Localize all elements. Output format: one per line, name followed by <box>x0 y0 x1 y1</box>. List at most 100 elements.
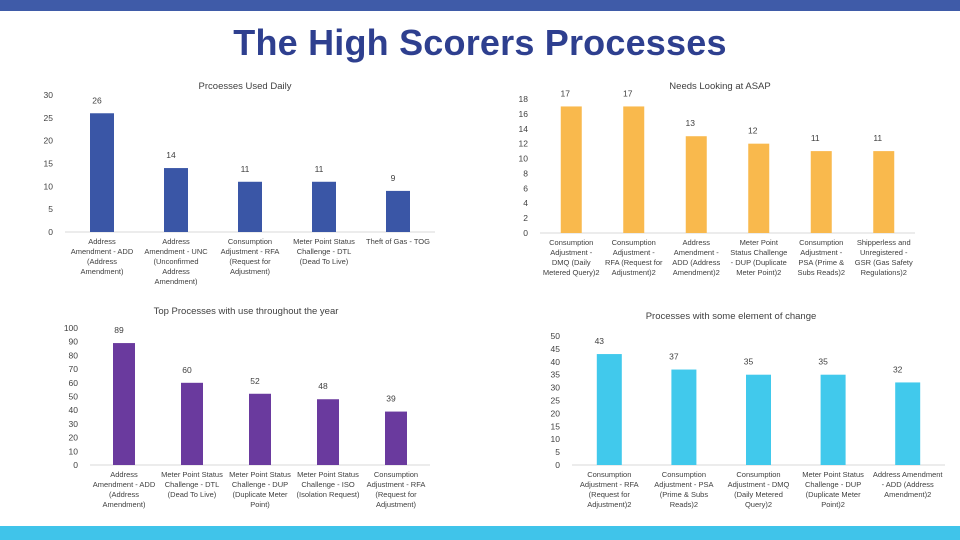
y-tick-label: 10 <box>44 181 54 191</box>
y-tick-label: 50 <box>551 331 561 341</box>
y-tick-label: 15 <box>551 421 561 431</box>
page-title: The High Scorers Processes <box>233 22 727 63</box>
y-tick-label: 8 <box>523 168 528 178</box>
y-tick-label: 90 <box>69 337 79 347</box>
y-tick-label: 12 <box>519 139 529 149</box>
bar-value-label: 60 <box>182 365 192 375</box>
bar-value-label: 89 <box>114 325 124 335</box>
bar-value-label: 17 <box>623 88 633 98</box>
y-tick-label: 14 <box>519 124 529 134</box>
bar <box>385 411 407 465</box>
category-label: Consumption Adjustment -DMQ (Daily Metered… <box>543 238 600 277</box>
bar-value-label: 37 <box>669 352 679 362</box>
bar <box>685 136 707 233</box>
category-label: Consumption Adjustment -RFA (Request for A… <box>605 238 663 277</box>
y-tick-label: 20 <box>44 136 54 146</box>
y-tick-label: 10 <box>519 154 529 164</box>
y-tick-label: 20 <box>551 408 561 418</box>
bar <box>596 354 622 465</box>
bar-value-label: 39 <box>386 394 396 404</box>
y-tick-label: 50 <box>69 392 79 402</box>
bar-value-label: 11 <box>811 133 820 143</box>
y-tick-label: 25 <box>44 113 54 123</box>
y-tick-label: 15 <box>44 159 54 169</box>
y-tick-label: 2 <box>523 213 528 223</box>
y-tick-label: 20 <box>69 433 79 443</box>
y-tick-label: 10 <box>551 434 561 444</box>
bar-value-label: 17 <box>561 88 571 98</box>
category-label: Meter Point Status Challenge - DUP (Duplic… <box>229 470 291 509</box>
bar-value-label: 48 <box>318 381 328 391</box>
chart-title: Needs Looking at ASAP <box>669 81 770 92</box>
chart-title: Processes with some element of change <box>646 311 817 322</box>
bar <box>560 106 582 233</box>
bar <box>748 143 770 233</box>
bar-value-label: 32 <box>893 364 903 374</box>
bar-value-label: 26 <box>92 95 102 105</box>
bar <box>873 151 895 233</box>
chart-title: Top Processes with use throughout the ye… <box>154 306 339 317</box>
category-label: Consumption Adjustment - DMQ (Daily Metere… <box>728 470 790 509</box>
y-tick-label: 18 <box>519 94 529 104</box>
category-label: Meter Point Status Challenge - DUP (Duplic… <box>730 238 787 277</box>
y-tick-label: 16 <box>519 109 529 119</box>
category-label: Address Amendment - UNC (Unconfirmed Addres… <box>144 237 208 286</box>
y-tick-label: 60 <box>69 378 79 388</box>
bar-value-label: 9 <box>391 173 396 183</box>
bar-value-label: 14 <box>166 150 176 160</box>
y-tick-label: 25 <box>551 396 561 406</box>
category-label: Consumption Adjustment - PSA (Prime & Subs… <box>654 470 713 509</box>
y-tick-label: 100 <box>64 323 78 333</box>
category-label: Address Amendment - ADD (Address Amendment) <box>71 237 134 276</box>
category-label: Shipperless and Unregistered -GSR (Gas Sa… <box>855 238 913 277</box>
category-label: Address Amendment - ADD (Address Amendment… <box>873 470 944 499</box>
y-tick-label: 5 <box>48 204 53 214</box>
y-tick-label: 45 <box>551 344 561 354</box>
bar <box>895 382 921 465</box>
bar <box>810 151 832 233</box>
bar-value-label: 11 <box>873 133 882 143</box>
category-label: Meter Point Status Challenge - DUP (Duplic… <box>802 470 864 509</box>
bar <box>181 382 203 465</box>
y-tick-label: 35 <box>551 370 561 380</box>
bar <box>238 181 262 232</box>
bar-value-label: 12 <box>748 126 758 136</box>
bar <box>317 399 339 465</box>
y-tick-label: 6 <box>523 183 528 193</box>
category-label: Consumption Adjustment -PSA (Prime & Subs … <box>797 238 845 277</box>
bar-value-label: 13 <box>686 118 696 128</box>
bar <box>386 190 410 232</box>
y-tick-label: 0 <box>48 227 53 237</box>
chart-title: Prcoesses Used Daily <box>199 81 292 92</box>
y-tick-label: 40 <box>69 405 79 415</box>
y-tick-label: 0 <box>73 460 78 470</box>
bar-value-label: 35 <box>818 357 828 367</box>
bar <box>312 181 336 232</box>
bottom-color-band <box>0 526 960 540</box>
y-tick-label: 5 <box>555 447 560 457</box>
y-tick-label: 0 <box>523 228 528 238</box>
bar <box>820 374 846 465</box>
bar <box>746 374 771 465</box>
category-label: Consumption Adjustment - RFA (Request for A… <box>221 237 280 276</box>
bar-value-label: 11 <box>241 164 250 174</box>
category-label: Meter Point Status Challenge - ISO (Isolat… <box>297 470 360 499</box>
bar-value-label: 52 <box>250 376 260 386</box>
y-tick-label: 30 <box>551 383 561 393</box>
bar-value-label: 35 <box>744 357 754 367</box>
bar <box>164 168 188 232</box>
category-label: Theft of Gas - TOG <box>366 237 430 246</box>
bar-value-label: 43 <box>595 336 605 346</box>
category-label: Meter Point Status Challenge - DTL (Dead T… <box>161 470 223 499</box>
category-label: Address Amendment -ADD (Address Amendment)… <box>672 238 720 277</box>
y-tick-label: 4 <box>523 198 528 208</box>
y-tick-label: 80 <box>69 350 79 360</box>
category-label: Consumption Adjustment - RFA (Request for A… <box>367 470 426 509</box>
bar <box>113 343 135 465</box>
category-label: Address Amendment - ADD (Address Amendment) <box>93 470 156 509</box>
category-label: Meter Point Status Challenge - DTL (Dead T… <box>293 237 355 266</box>
y-tick-label: 70 <box>69 364 79 374</box>
